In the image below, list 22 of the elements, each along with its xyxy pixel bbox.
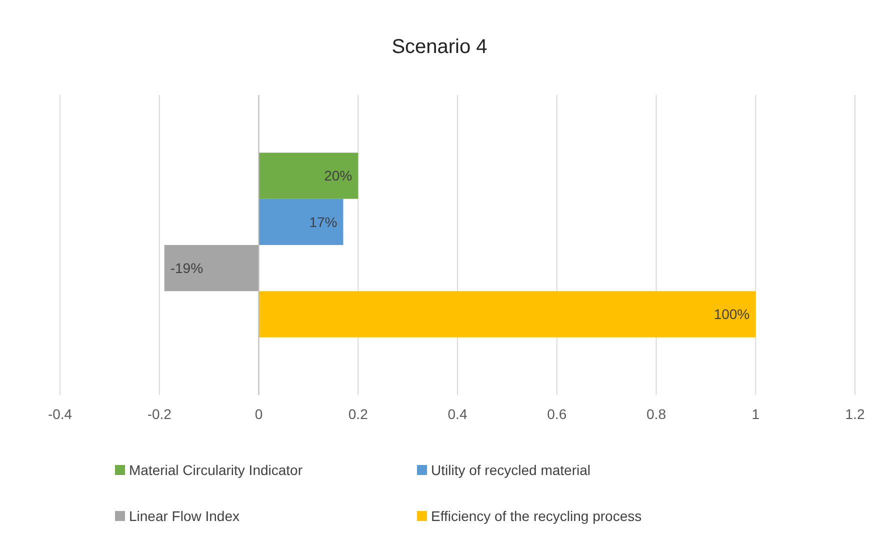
data-label: 100% bbox=[714, 306, 750, 322]
chart-title: Scenario 4 bbox=[392, 36, 488, 58]
x-tick-label: -0.2 bbox=[147, 406, 172, 422]
bar bbox=[258, 291, 756, 338]
x-tick-label: 0 bbox=[254, 406, 263, 422]
bar bbox=[164, 245, 259, 292]
x-tick-label: 0.4 bbox=[448, 406, 468, 422]
legend-label: Linear Flow Index bbox=[129, 508, 240, 524]
x-tick-label: 0.8 bbox=[646, 406, 666, 422]
x-tick-label: 1.2 bbox=[845, 406, 865, 422]
x-tick-label: 1 bbox=[752, 406, 760, 422]
x-tick-label: 0.6 bbox=[547, 406, 567, 422]
legend-label: Utility of recycled material bbox=[431, 462, 590, 478]
data-label: 17% bbox=[309, 214, 338, 230]
bar bbox=[258, 198, 344, 245]
data-label: -19% bbox=[170, 260, 204, 276]
legend-label: Material Circularity Indicator bbox=[129, 462, 303, 478]
x-tick-label: 0.2 bbox=[348, 406, 368, 422]
data-label: 20% bbox=[324, 168, 352, 184]
bar bbox=[258, 152, 358, 199]
x-tick-label: -0.4 bbox=[48, 406, 72, 422]
legend-label: Efficiency of the recycling process bbox=[431, 508, 642, 524]
